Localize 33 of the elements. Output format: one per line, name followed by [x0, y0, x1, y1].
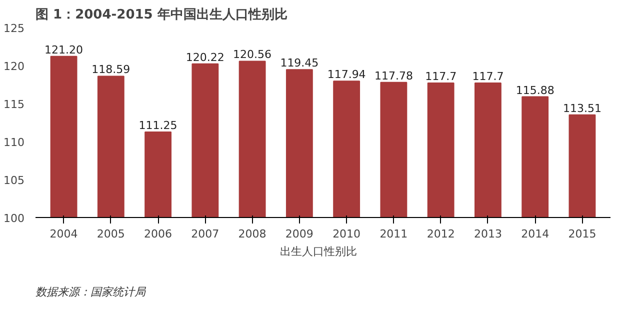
x-tick-label: 2005	[96, 228, 125, 240]
data-label: 121.20	[44, 43, 84, 56]
text: 出生人口性别比	[280, 244, 357, 259]
data-label: 115.88	[516, 84, 554, 97]
data-label: 117.7	[425, 70, 457, 83]
x-tick-label: 2012	[426, 228, 455, 240]
x-tick-label: 2006	[144, 228, 172, 240]
data-label: 113.51	[562, 102, 602, 115]
x-tick-label: 2014	[521, 228, 550, 240]
x-tick-label: 2011	[380, 228, 408, 240]
data-label: 111.25	[138, 119, 178, 132]
data-label: 117.7	[472, 70, 504, 83]
y-tick-label: 115	[4, 98, 25, 111]
y-tick-label: 120	[4, 60, 25, 73]
data-label: 119.45	[280, 56, 319, 70]
data-label: 118.59	[92, 63, 130, 76]
y-tick-label: 105	[4, 174, 25, 187]
data-label: 117.78	[374, 69, 413, 82]
data-label: 120.56	[233, 48, 272, 62]
x-tick-label: 2007	[191, 228, 220, 240]
y-tick-label: 100	[4, 212, 25, 225]
x-tick-label: 2015	[568, 228, 596, 240]
x-tick-label: 2013	[474, 228, 502, 240]
x-tick-label: 2010	[332, 228, 361, 240]
x-tick-label: 2004	[50, 228, 78, 240]
y-tick-label: 125	[4, 22, 25, 35]
x-tick-label: 2009	[285, 228, 314, 240]
chart-title: 图 1：2004-2015 年中国出生人口性别比	[36, 8, 288, 22]
source-note: 数据来源：国家统计局	[36, 286, 146, 298]
data-label: 117.94	[327, 68, 366, 82]
y-tick-label: 110	[4, 136, 25, 149]
data-label: 120.22	[186, 50, 224, 64]
x-tick-label: 2008	[238, 228, 266, 240]
